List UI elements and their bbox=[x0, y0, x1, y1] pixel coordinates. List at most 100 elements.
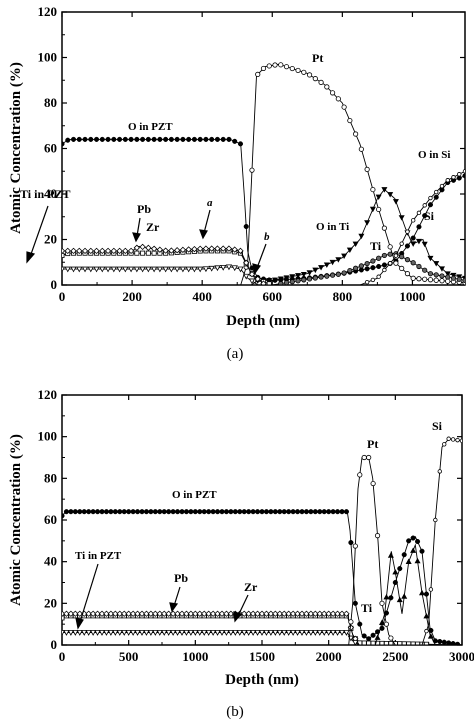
data-point bbox=[196, 266, 204, 273]
data-point bbox=[370, 258, 376, 264]
data-point bbox=[357, 621, 363, 627]
data-point bbox=[103, 630, 110, 636]
data-point bbox=[299, 509, 305, 515]
data-point bbox=[387, 244, 393, 250]
data-point bbox=[147, 630, 155, 636]
arrow-zr bbox=[237, 594, 249, 617]
data-point bbox=[404, 271, 411, 277]
data-point bbox=[298, 610, 306, 617]
data-point bbox=[64, 266, 71, 273]
data-point bbox=[81, 247, 89, 255]
data-point bbox=[283, 64, 290, 70]
data-point bbox=[254, 610, 261, 617]
data-point bbox=[241, 610, 248, 617]
data-point bbox=[376, 263, 382, 270]
data-point bbox=[272, 509, 278, 515]
data-point bbox=[393, 253, 399, 258]
data-point bbox=[220, 136, 226, 142]
data-point bbox=[428, 587, 434, 592]
data-point bbox=[197, 245, 204, 252]
y-tick-label: 80 bbox=[44, 470, 57, 485]
data-point bbox=[161, 509, 167, 515]
data-point bbox=[295, 278, 301, 284]
data-point bbox=[133, 244, 141, 251]
data-point bbox=[218, 630, 226, 636]
data-point bbox=[117, 136, 123, 142]
data-point bbox=[201, 610, 208, 617]
data-point bbox=[295, 273, 302, 279]
data-point bbox=[277, 509, 283, 515]
series-pt bbox=[62, 62, 465, 285]
series-zr bbox=[62, 264, 465, 285]
data-point bbox=[128, 136, 134, 142]
data-point bbox=[104, 247, 112, 255]
data-point bbox=[140, 250, 146, 256]
data-point bbox=[405, 558, 412, 564]
x-tick-label: 500 bbox=[119, 649, 139, 664]
y-tick-label: 120 bbox=[38, 4, 58, 19]
data-point bbox=[183, 630, 190, 636]
data-point bbox=[169, 630, 177, 636]
annotation-b: b bbox=[264, 231, 270, 243]
data-point bbox=[99, 266, 106, 273]
data-point bbox=[93, 266, 100, 273]
y-axis-title: Atomic Concentration (%) bbox=[8, 434, 24, 606]
data-point bbox=[90, 509, 96, 515]
data-point bbox=[294, 610, 301, 617]
data-point bbox=[180, 136, 186, 142]
data-point bbox=[416, 276, 422, 282]
data-point bbox=[191, 245, 198, 253]
data-point bbox=[281, 630, 288, 636]
data-point bbox=[209, 610, 217, 617]
data-point bbox=[438, 266, 445, 272]
data-point bbox=[220, 264, 227, 271]
data-point bbox=[283, 280, 290, 285]
data-point bbox=[121, 630, 128, 636]
data-point bbox=[303, 509, 309, 515]
y-axis-ticks: 0 20 40 60 80 100 120 bbox=[38, 4, 465, 292]
annotation-zr: Zr bbox=[146, 220, 160, 234]
data-point bbox=[422, 267, 428, 273]
data-point bbox=[415, 238, 422, 245]
data-point bbox=[174, 630, 181, 636]
data-point bbox=[387, 192, 394, 198]
data-point bbox=[88, 136, 94, 142]
data-point bbox=[183, 610, 190, 617]
data-point bbox=[143, 630, 150, 636]
data-point bbox=[76, 136, 82, 142]
data-point bbox=[459, 438, 462, 444]
y-tick-label: 0 bbox=[51, 277, 58, 292]
data-point bbox=[156, 630, 163, 636]
data-point bbox=[321, 630, 328, 636]
data-point bbox=[446, 436, 451, 441]
data-point bbox=[165, 630, 172, 636]
data-point bbox=[125, 610, 132, 617]
arrowhead-ti-in-pzt bbox=[26, 251, 36, 264]
data-point bbox=[214, 136, 220, 142]
data-point bbox=[178, 630, 186, 636]
data-point bbox=[126, 509, 132, 515]
data-point bbox=[427, 277, 434, 283]
data-point bbox=[397, 566, 403, 572]
data-point bbox=[116, 630, 123, 636]
data-point bbox=[379, 600, 385, 606]
data-point bbox=[361, 454, 367, 461]
data-point bbox=[268, 509, 274, 515]
data-point bbox=[427, 633, 434, 639]
data-point bbox=[358, 146, 364, 152]
data-point bbox=[70, 266, 77, 273]
x-tick-label: 200 bbox=[122, 289, 142, 304]
data-point bbox=[281, 610, 288, 617]
data-point bbox=[317, 509, 323, 515]
data-point bbox=[406, 538, 412, 544]
data-point bbox=[62, 630, 66, 636]
data-point bbox=[245, 610, 252, 617]
data-point bbox=[376, 206, 382, 213]
data-point bbox=[139, 509, 145, 515]
annotation-ti-in-pzt: Ti in PZT bbox=[20, 187, 70, 201]
data-point bbox=[99, 247, 106, 255]
data-point bbox=[81, 509, 87, 515]
data-point bbox=[423, 641, 429, 645]
data-point bbox=[250, 509, 256, 515]
data-point bbox=[220, 245, 227, 252]
